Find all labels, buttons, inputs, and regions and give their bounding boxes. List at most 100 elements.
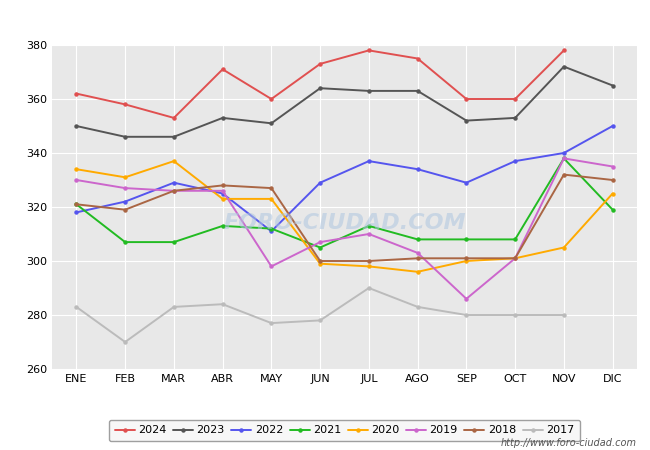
2023 <box>365 88 373 94</box>
2022 <box>218 191 227 196</box>
2019 <box>365 231 373 237</box>
2024 <box>511 96 519 102</box>
2024 <box>413 56 421 61</box>
2022 <box>170 180 178 185</box>
2023 <box>121 134 129 140</box>
2024 <box>121 102 129 107</box>
2024 <box>316 61 324 67</box>
Line: 2022: 2022 <box>75 125 614 233</box>
2024 <box>72 91 81 96</box>
2021 <box>121 239 129 245</box>
2022 <box>268 229 276 234</box>
2020 <box>560 245 568 250</box>
2019 <box>511 256 519 261</box>
2021 <box>365 223 373 229</box>
2017 <box>72 304 81 310</box>
2022 <box>72 210 81 215</box>
2022 <box>560 150 568 156</box>
2024 <box>560 48 568 53</box>
2019 <box>413 250 421 256</box>
2023 <box>268 121 276 126</box>
2019 <box>268 264 276 269</box>
2019 <box>72 177 81 183</box>
2018 <box>608 177 616 183</box>
2020 <box>511 256 519 261</box>
2021 <box>268 226 276 231</box>
2023 <box>72 123 81 129</box>
2021 <box>413 237 421 242</box>
Line: 2024: 2024 <box>75 49 566 119</box>
2017 <box>121 339 129 345</box>
2022 <box>316 180 324 185</box>
2019 <box>121 185 129 191</box>
2022 <box>463 180 471 185</box>
2019 <box>560 156 568 161</box>
2018 <box>72 202 81 207</box>
2020 <box>316 261 324 266</box>
2023 <box>170 134 178 140</box>
Text: FORO-CIUDAD.COM: FORO-CIUDAD.COM <box>223 213 466 233</box>
2017 <box>316 318 324 323</box>
2023 <box>608 83 616 88</box>
2020 <box>121 175 129 180</box>
2022 <box>608 123 616 129</box>
2021 <box>511 237 519 242</box>
Text: http://www.foro-ciudad.com: http://www.foro-ciudad.com <box>501 438 637 448</box>
Line: 2023: 2023 <box>75 65 614 138</box>
2022 <box>121 199 129 204</box>
2023 <box>218 115 227 121</box>
2023 <box>463 118 471 123</box>
2024 <box>268 96 276 102</box>
2020 <box>365 264 373 269</box>
Line: 2021: 2021 <box>75 157 614 249</box>
Legend: 2024, 2023, 2022, 2021, 2020, 2019, 2018, 2017: 2024, 2023, 2022, 2021, 2020, 2019, 2018… <box>109 420 580 441</box>
2020 <box>72 166 81 172</box>
2020 <box>218 196 227 202</box>
2020 <box>463 258 471 264</box>
2017 <box>218 302 227 307</box>
2023 <box>560 64 568 69</box>
2021 <box>608 207 616 212</box>
2024 <box>365 48 373 53</box>
2018 <box>560 172 568 177</box>
2017 <box>413 304 421 310</box>
2021 <box>560 156 568 161</box>
2024 <box>170 115 178 121</box>
2018 <box>268 185 276 191</box>
2024 <box>463 96 471 102</box>
2017 <box>365 285 373 291</box>
Text: Afiliados en Chelva a 30/11/2024: Afiliados en Chelva a 30/11/2024 <box>176 11 474 29</box>
2018 <box>218 183 227 188</box>
2017 <box>170 304 178 310</box>
2021 <box>170 239 178 245</box>
2021 <box>316 245 324 250</box>
2018 <box>365 258 373 264</box>
2023 <box>511 115 519 121</box>
2020 <box>170 158 178 164</box>
2017 <box>511 312 519 318</box>
2022 <box>413 166 421 172</box>
2017 <box>463 312 471 318</box>
2018 <box>170 188 178 194</box>
2021 <box>218 223 227 229</box>
2020 <box>268 196 276 202</box>
2020 <box>413 269 421 274</box>
2018 <box>463 256 471 261</box>
2021 <box>72 202 81 207</box>
2019 <box>316 239 324 245</box>
2022 <box>365 158 373 164</box>
2022 <box>511 158 519 164</box>
2018 <box>511 256 519 261</box>
2017 <box>560 312 568 318</box>
2019 <box>218 188 227 194</box>
2021 <box>463 237 471 242</box>
2019 <box>608 164 616 169</box>
2019 <box>463 296 471 302</box>
2019 <box>170 188 178 194</box>
2018 <box>316 258 324 264</box>
2023 <box>316 86 324 91</box>
2018 <box>121 207 129 212</box>
2024 <box>218 67 227 72</box>
2018 <box>413 256 421 261</box>
Line: 2018: 2018 <box>75 173 614 262</box>
